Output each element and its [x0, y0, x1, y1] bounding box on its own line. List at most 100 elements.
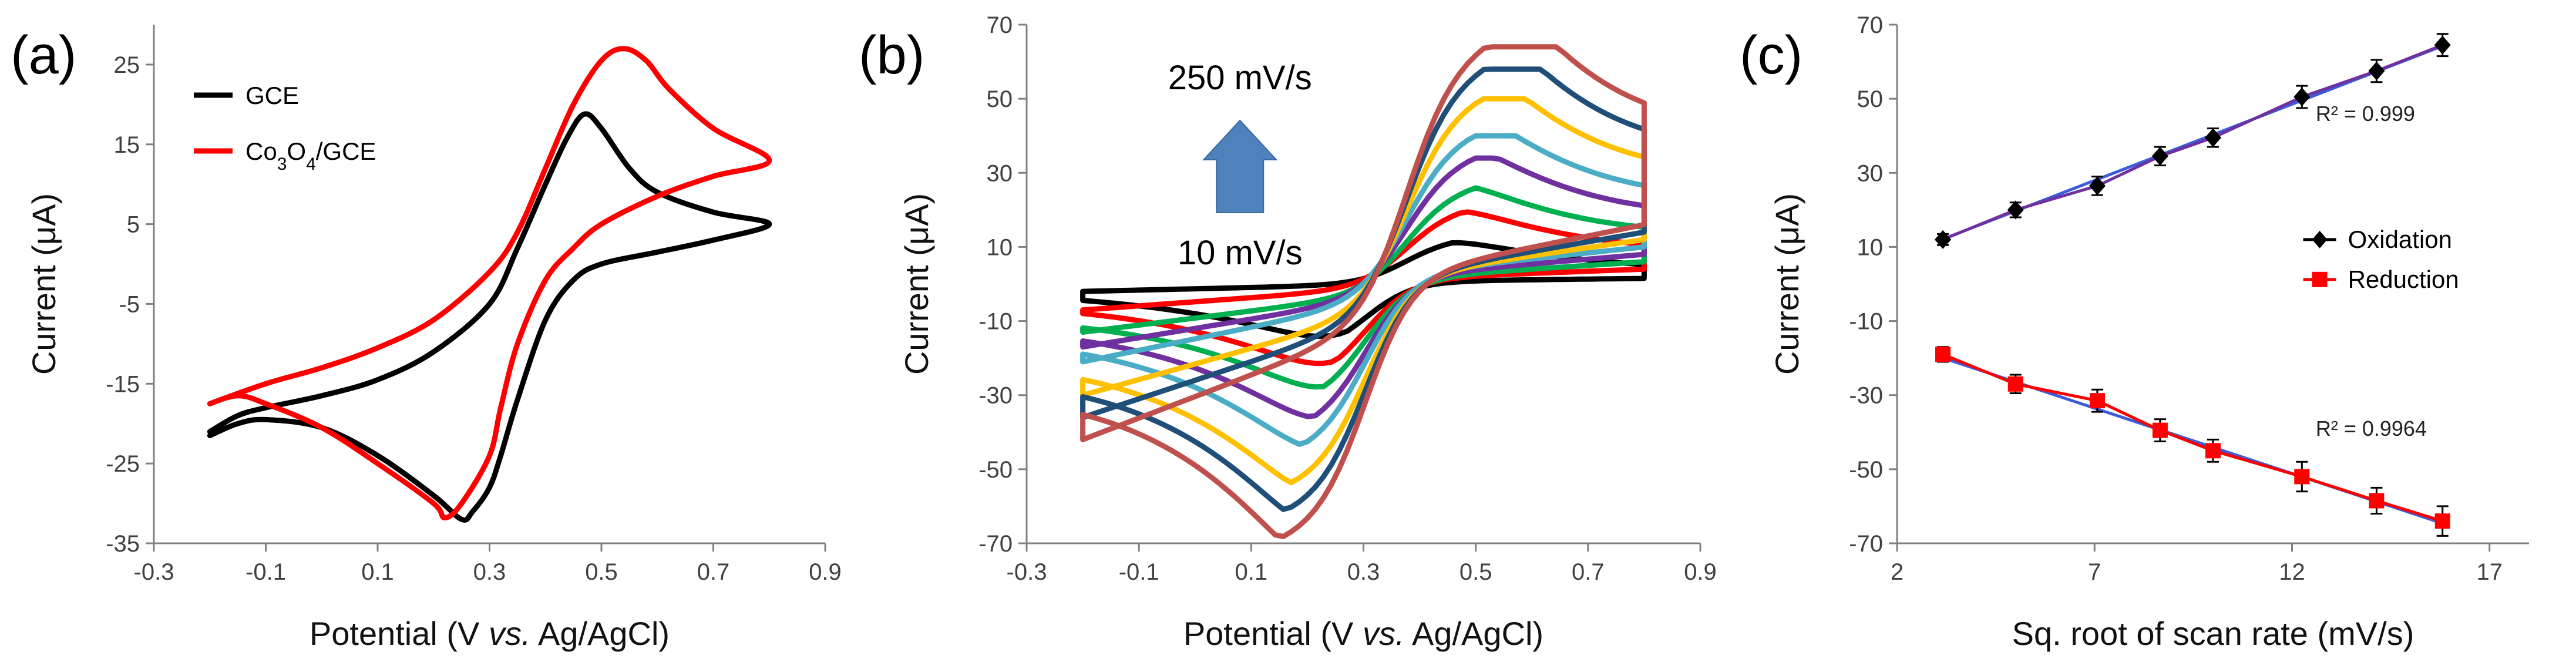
- y-tick-label: 25: [114, 52, 140, 78]
- y-axis-title: Current (μA): [898, 193, 935, 375]
- y-tick-label: 5: [127, 212, 140, 238]
- x-tick-label: -0.3: [1007, 559, 1047, 585]
- y-tick-label: -35: [106, 531, 140, 557]
- y-tick-label: 10: [987, 234, 1013, 260]
- x-tick-label: 0.5: [1459, 559, 1492, 585]
- oxidation-point: [2205, 128, 2221, 147]
- panel-b: (b) -0.3 -0.1 0.1 0.3 0.5 0.7 0.9 -70 -50 -30 -10 10…: [859, 12, 1717, 652]
- oxidation-point: [2151, 146, 2168, 166]
- y-tick-label: -5: [119, 291, 140, 317]
- oxidation-r-squared: R² = 0.999: [2316, 102, 2415, 126]
- x-tick-label: -0.1: [1119, 559, 1159, 585]
- y-tick-label: 30: [987, 160, 1013, 186]
- y-tick-label: 15: [114, 132, 140, 158]
- oxidation-point: [1935, 230, 1952, 249]
- legend-label: Oxidation: [2348, 226, 2452, 253]
- panel-a: (a) -0.3 -0.1 0.1 0.3 0.5 0.7 0.9 -35 -25 -15 -5 5 15…: [11, 25, 842, 652]
- oxidation-point: [2368, 61, 2385, 80]
- oxidation-point: [2089, 176, 2106, 196]
- x-axis-title-part: Ag/AgCl): [531, 615, 670, 652]
- legend-label-part: Co: [246, 137, 277, 165]
- legend-label-part: 3: [277, 154, 287, 174]
- legend-label-part: GCE: [246, 82, 299, 109]
- x-axis-title-part: Potential (V: [1183, 615, 1363, 652]
- x-tick-label: 0.5: [585, 559, 618, 585]
- scan-rate-arrow: [1202, 119, 1278, 213]
- x-axis-title: Sq. root of scan rate (mV/s): [2012, 615, 2414, 652]
- y-tick-label: 30: [1857, 160, 1884, 186]
- cv-curve-75-mv-s: [1080, 155, 1647, 419]
- reduction-point: [2294, 469, 2310, 485]
- x-tick-label: 2: [1891, 559, 1904, 585]
- legend-marker: [2312, 230, 2328, 248]
- y-tick-label: -30: [978, 383, 1013, 409]
- legend-label-part: /GCE: [316, 137, 376, 165]
- x-axis-title-part: Ag/AgCl): [1405, 615, 1544, 652]
- reduction-point: [2434, 513, 2450, 529]
- legend-label-part: Reduction: [2348, 265, 2459, 293]
- x-tick-label: -0.3: [134, 559, 174, 585]
- panel-label: (c): [1740, 25, 1802, 85]
- x-axis-title-part: Sq. root of scan rate (mV/s): [2012, 615, 2414, 652]
- cv-curve-150-mv-s: [1080, 96, 1647, 486]
- cv-curve-200-mv-s: [1080, 66, 1647, 512]
- cv-curve-10-mv-s: [1080, 240, 1647, 339]
- legend-label: Co3O4/GCE: [246, 137, 376, 174]
- y-tick-label: -15: [106, 371, 140, 397]
- y-tick-label: -70: [978, 531, 1013, 557]
- reduction-point: [1935, 347, 1951, 362]
- y-tick-label: -50: [1849, 457, 1883, 483]
- x-tick-label: 0.9: [809, 559, 842, 585]
- x-axis-title-part: vs.: [489, 615, 531, 652]
- reduction-point: [2089, 393, 2105, 409]
- y-tick-label: 10: [1857, 234, 1884, 260]
- x-tick-label: 0.3: [1347, 559, 1380, 585]
- cv-curve-co3o4-gce: [207, 46, 772, 520]
- legend-label: GCE: [246, 82, 299, 109]
- x-tick-label: 0.9: [1684, 559, 1717, 585]
- x-axis-title-part: Potential (V: [310, 615, 489, 652]
- y-tick-label: 70: [1857, 12, 1884, 38]
- scan-rate-arrow-group: 250 mV/s 10 mV/s: [1168, 59, 1312, 272]
- y-tick-label: 50: [1857, 86, 1884, 112]
- x-tick-label: 0.7: [697, 559, 730, 585]
- reduction-series-line: [1942, 352, 2443, 523]
- legend-label-part: O: [287, 137, 306, 165]
- reduction-point: [2205, 443, 2221, 459]
- legend-marker: [2312, 271, 2328, 287]
- reduction-point: [2152, 422, 2168, 438]
- y-tick-label: 70: [987, 12, 1013, 38]
- x-tick-label: 0.7: [1572, 559, 1605, 585]
- cv-curve-gce: [207, 111, 772, 523]
- reduction-point: [2007, 376, 2023, 392]
- x-tick-label: 0.1: [361, 559, 394, 585]
- cv-curve-25-mv-s: [1080, 209, 1647, 367]
- panel-c: (c) 2 7 12 17 -70 -50 -30 -10 10 30 50 70 Sq. root of…: [1740, 12, 2529, 652]
- x-axis-title: Potential (V vs. Ag/AgCl): [310, 615, 670, 652]
- reduction-r-squared: R² = 0.9964: [2316, 416, 2427, 441]
- legend-label-part: Oxidation: [2348, 226, 2452, 253]
- x-tick-label: -0.1: [246, 559, 286, 585]
- x-tick-label: 0.3: [473, 559, 506, 585]
- arrow-label-top: 250 mV/s: [1168, 59, 1312, 97]
- cv-curve-100-mv-s: [1080, 133, 1647, 447]
- arrow-label-bottom: 10 mV/s: [1178, 234, 1303, 272]
- y-tick-label: 50: [987, 86, 1013, 112]
- cv-curve-250-mv-s: [1080, 44, 1647, 539]
- x-axis-title: Potential (V vs. Ag/AgCl): [1183, 615, 1543, 652]
- oxidation-series-line: [1942, 43, 2443, 241]
- reduction-point: [2369, 493, 2385, 509]
- x-tick-label: 7: [2088, 559, 2101, 585]
- y-tick-label: -50: [978, 457, 1013, 483]
- y-tick-label: -10: [978, 309, 1013, 335]
- panel-label: (a): [11, 25, 76, 85]
- x-axis-title-part: vs.: [1363, 615, 1405, 652]
- y-axis-title: Current (μA): [1768, 193, 1805, 375]
- y-tick-label: -25: [106, 451, 140, 477]
- y-tick-label: -30: [1849, 383, 1883, 409]
- oxidation-point: [2293, 87, 2311, 106]
- x-tick-label: 17: [2477, 559, 2503, 585]
- y-tick-label: -70: [1849, 531, 1883, 557]
- legend-label-part: 4: [306, 154, 316, 174]
